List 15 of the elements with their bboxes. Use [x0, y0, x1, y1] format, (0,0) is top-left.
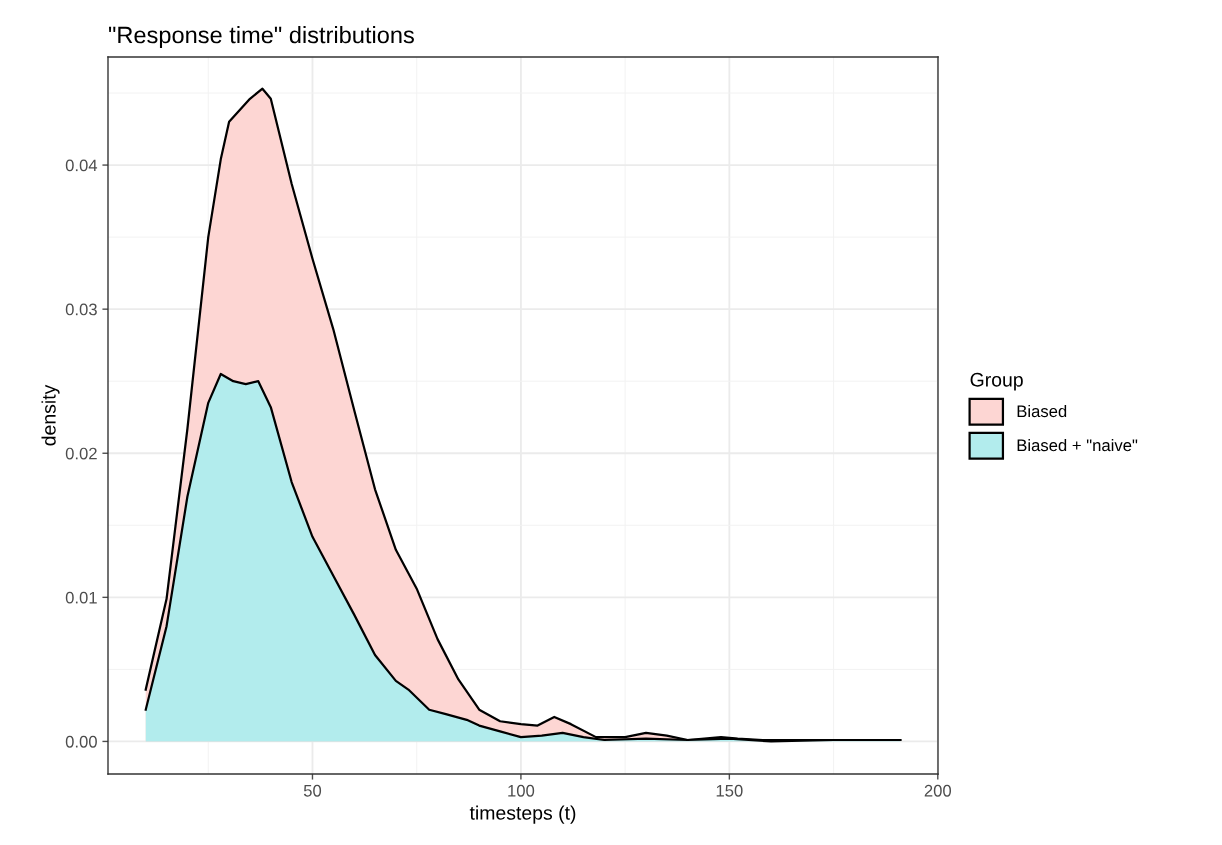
x-tick-label: 50 — [303, 784, 322, 797]
chart-title: "Response time" distributions — [109, 26, 414, 49]
y-tick-label: 0.01 — [65, 591, 97, 604]
legend-label: Biased + "naive" — [1017, 438, 1138, 452]
legend-label: Biased — [1017, 404, 1067, 418]
y-tick-label: 0.03 — [65, 303, 97, 316]
y-tick-label: 0.00 — [65, 735, 97, 748]
x-tick-label: 150 — [716, 784, 743, 797]
x-axis-title: timesteps (t) — [469, 805, 576, 824]
y-tick-label: 0.02 — [65, 447, 97, 460]
legend-title: Group — [970, 372, 1023, 391]
x-tick-label: 100 — [508, 784, 535, 797]
y-tick-label: 0.04 — [65, 159, 98, 172]
y-axis-title: density — [41, 384, 60, 446]
x-tick-label: 200 — [924, 784, 952, 797]
